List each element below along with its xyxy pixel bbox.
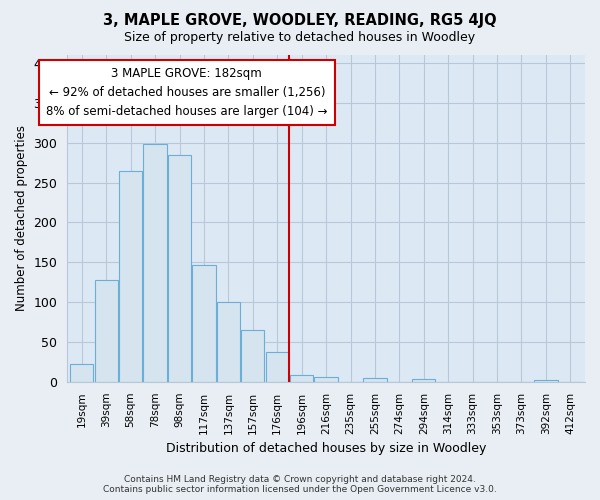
Text: 3, MAPLE GROVE, WOODLEY, READING, RG5 4JQ: 3, MAPLE GROVE, WOODLEY, READING, RG5 4J… [103, 12, 497, 28]
Text: 3 MAPLE GROVE: 182sqm
← 92% of detached houses are smaller (1,256)
8% of semi-de: 3 MAPLE GROVE: 182sqm ← 92% of detached … [46, 67, 328, 118]
Bar [290, 374, 313, 382]
Bar [535, 380, 557, 382]
Bar [266, 352, 289, 382]
Bar [193, 266, 215, 382]
Bar [95, 280, 118, 382]
Bar [70, 364, 94, 382]
Bar [143, 144, 167, 382]
Bar [314, 377, 338, 382]
Bar [364, 378, 386, 382]
Bar [119, 170, 142, 382]
Text: Size of property relative to detached houses in Woodley: Size of property relative to detached ho… [124, 31, 476, 44]
Bar [412, 378, 436, 382]
Bar [217, 302, 240, 382]
X-axis label: Distribution of detached houses by size in Woodley: Distribution of detached houses by size … [166, 442, 486, 455]
Text: Contains HM Land Registry data © Crown copyright and database right 2024.: Contains HM Land Registry data © Crown c… [124, 475, 476, 484]
Y-axis label: Number of detached properties: Number of detached properties [15, 126, 28, 312]
Bar [168, 156, 191, 382]
Bar [241, 330, 265, 382]
Text: Contains public sector information licensed under the Open Government Licence v3: Contains public sector information licen… [103, 485, 497, 494]
